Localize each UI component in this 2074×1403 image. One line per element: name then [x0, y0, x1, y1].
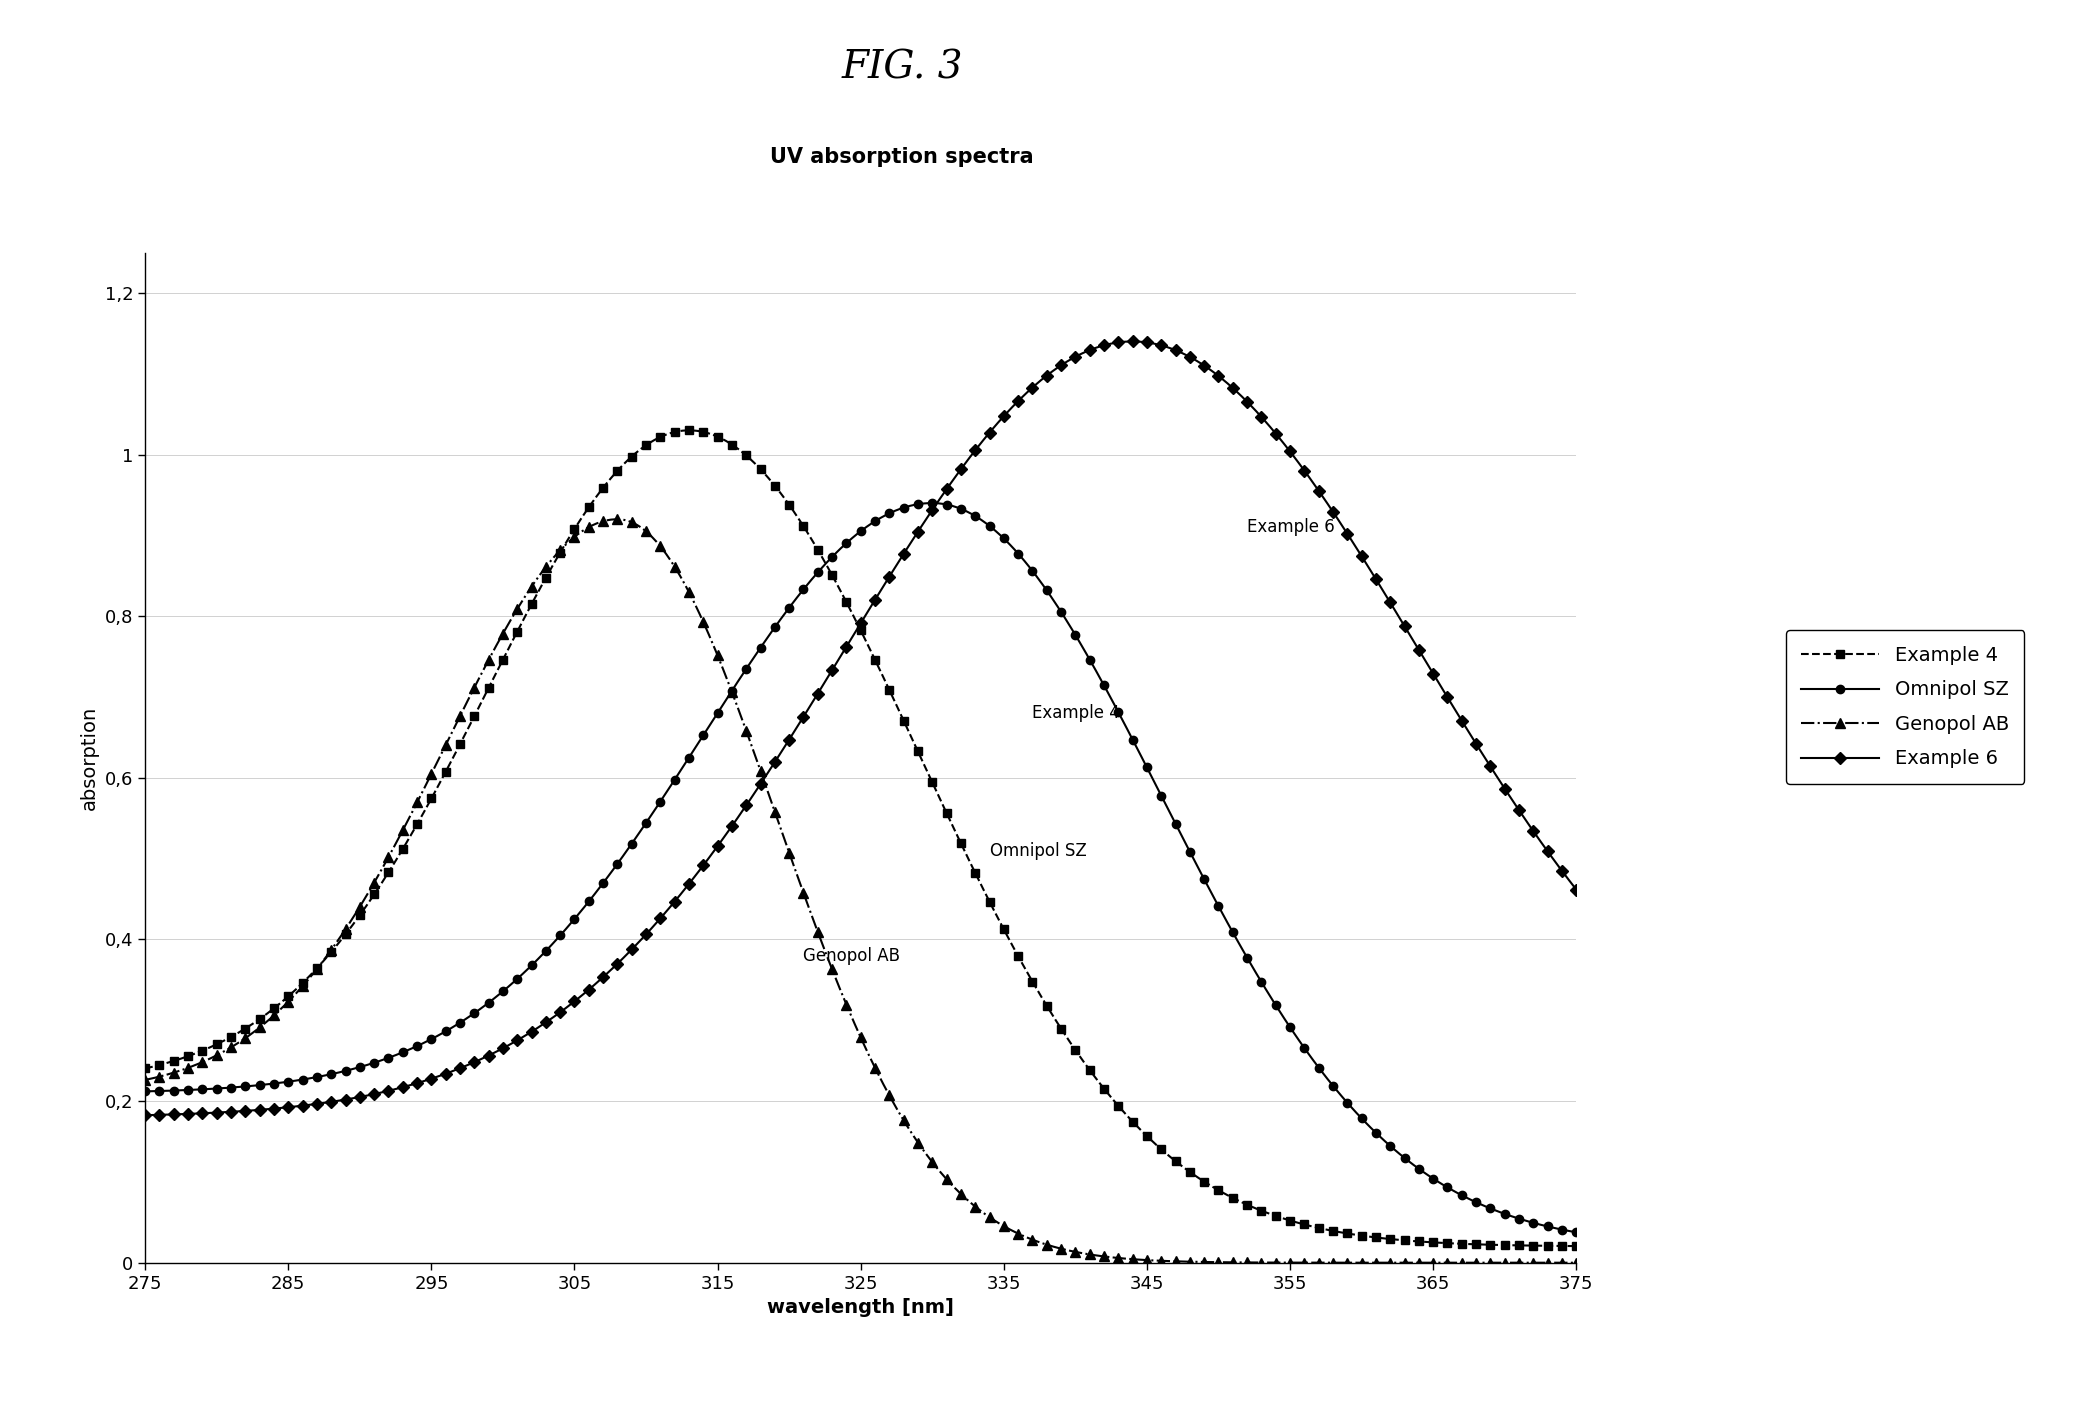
Text: Genopol AB: Genopol AB — [803, 947, 900, 965]
Text: Omnipol SZ: Omnipol SZ — [989, 842, 1087, 860]
Text: Example 6: Example 6 — [1246, 518, 1336, 536]
Text: FIG. 3: FIG. 3 — [842, 49, 962, 86]
Y-axis label: absorption: absorption — [81, 706, 100, 810]
X-axis label: wavelength [nm]: wavelength [nm] — [767, 1298, 954, 1317]
Text: Example 4: Example 4 — [1033, 704, 1120, 723]
Legend: Example 4, Omnipol SZ, Genopol AB, Example 6: Example 4, Omnipol SZ, Genopol AB, Examp… — [1786, 630, 2024, 784]
Text: UV absorption spectra: UV absorption spectra — [769, 147, 1035, 167]
